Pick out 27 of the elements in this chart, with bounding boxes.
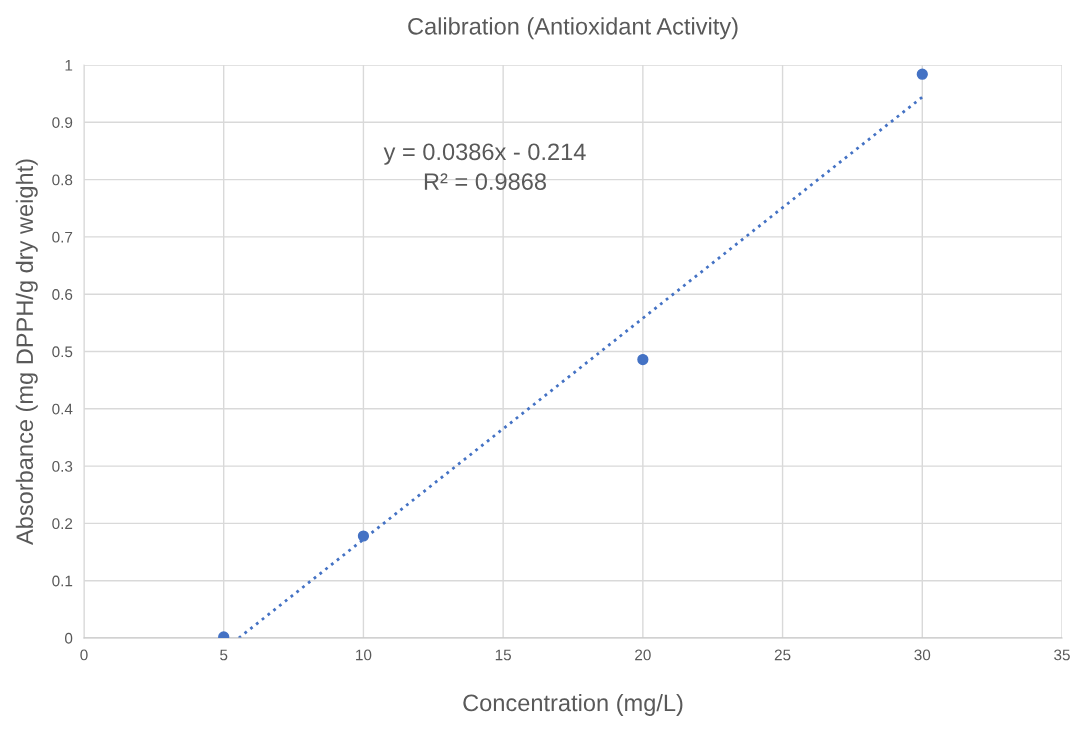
y-tick-label: 0.7	[52, 231, 73, 243]
y-tick-label: 0.6	[52, 289, 73, 300]
annotation: R² = 0.9868	[424, 173, 546, 190]
x-axis-title: Concentration (mg/L)	[463, 693, 683, 716]
x-tick-label: 0	[80, 649, 88, 661]
y-tick-label: 0.5	[52, 346, 73, 358]
y-tick-label: 1	[65, 60, 73, 71]
y-tick-label: 0.2	[52, 518, 73, 530]
point	[916, 68, 928, 80]
annotation: y = 0.0386x - 0.214	[383, 143, 586, 165]
chart-title: Calibration (Antioxidant Activity)	[408, 17, 738, 40]
point	[637, 353, 649, 366]
x-tick-label: 15	[495, 649, 511, 661]
x-tick-label: 25	[774, 649, 791, 661]
y-tick-label: 0.3	[52, 460, 73, 472]
x-tick-label: 30	[914, 649, 931, 661]
x-tick-label: 35	[1054, 649, 1070, 661]
y-axis-title: Absorbance (mg DPPH/g dry weight)	[15, 159, 38, 545]
x-tick-label: 5	[220, 649, 228, 661]
y-tick-label: 0.4	[52, 403, 73, 415]
y-tick-label: 0.8	[52, 174, 73, 186]
point	[357, 530, 370, 542]
x-tick-label: 10	[356, 649, 372, 661]
x-tick-label: 20	[635, 649, 651, 661]
y-tick-label: 0.1	[52, 575, 73, 587]
y-tick-label: 0	[64, 632, 73, 644]
y-tick-label: 0.9	[52, 117, 73, 128]
